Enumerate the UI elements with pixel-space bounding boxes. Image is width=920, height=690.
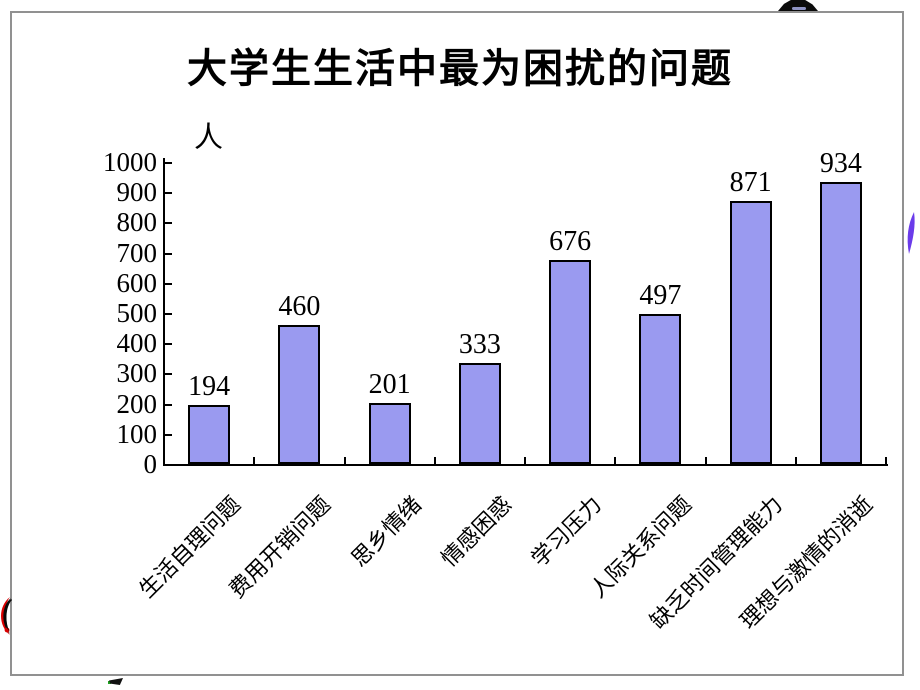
y-tick-label: 200 — [116, 388, 158, 419]
y-axis-line — [163, 158, 165, 466]
category-label: 学习压力 — [526, 491, 607, 572]
bar-value-label: 676 — [549, 225, 592, 257]
bar-value-label: 871 — [729, 166, 772, 198]
blue-glint-shape — [792, 7, 806, 10]
bar — [819, 181, 862, 464]
x-tick-mark — [614, 457, 617, 465]
x-tick-mark — [794, 457, 797, 465]
x-tick-mark — [704, 457, 707, 465]
bar-value-label: 460 — [278, 291, 321, 323]
y-tick-mark — [164, 162, 172, 164]
bar — [188, 405, 231, 464]
y-tick-label: 0 — [143, 449, 158, 479]
bar-value-label: 201 — [368, 369, 411, 401]
chart-title: 大学生生活中最为困扰的问题 — [187, 47, 733, 91]
y-tick-mark — [164, 192, 172, 195]
bar — [549, 259, 592, 464]
y-axis-unit-label: 人 — [194, 122, 224, 154]
y-tick-label: 500 — [116, 298, 158, 328]
x-tick-mark — [343, 457, 346, 465]
bar — [639, 313, 682, 464]
y-tick-mark — [164, 222, 172, 225]
x-tick-mark — [253, 457, 256, 465]
y-tick-mark — [164, 252, 172, 255]
bar-value-label: 194 — [188, 371, 231, 403]
black-flag-mark — [109, 678, 123, 685]
y-tick-label: 900 — [116, 177, 158, 208]
y-tick-mark — [164, 433, 172, 436]
bar — [458, 363, 501, 464]
y-tick-label: 600 — [116, 267, 158, 298]
purple-sliver-shape — [907, 212, 915, 254]
category-label: 思乡情绪 — [345, 491, 426, 572]
x-axis-line — [163, 464, 888, 466]
y-tick-label: 300 — [116, 358, 158, 389]
green-speck — [108, 681, 111, 684]
y-tick-label: 400 — [116, 328, 158, 359]
y-tick-mark — [164, 343, 172, 346]
y-tick-mark — [164, 282, 172, 285]
y-tick-label: 100 — [116, 418, 158, 449]
bar-value-label: 934 — [819, 147, 862, 179]
y-tick-mark — [164, 464, 172, 466]
y-tick-label: 800 — [116, 207, 158, 238]
bar — [278, 325, 321, 464]
x-tick-mark — [433, 457, 436, 465]
x-tick-mark — [524, 457, 526, 465]
y-tick-mark — [164, 313, 172, 315]
bar — [729, 200, 772, 464]
red-black-crescent-shape — [1, 597, 12, 635]
bar — [368, 403, 411, 464]
bar-value-label: 333 — [458, 329, 501, 361]
y-tick-label: 1000 — [103, 147, 157, 177]
black-arc-shape — [778, 0, 818, 11]
y-tick-label: 700 — [116, 237, 158, 268]
y-tick-mark — [164, 373, 172, 376]
category-label: 情感困惑 — [436, 491, 517, 572]
x-tick-mark — [885, 457, 887, 465]
bar-value-label: 497 — [639, 279, 682, 311]
y-tick-mark — [164, 403, 172, 406]
